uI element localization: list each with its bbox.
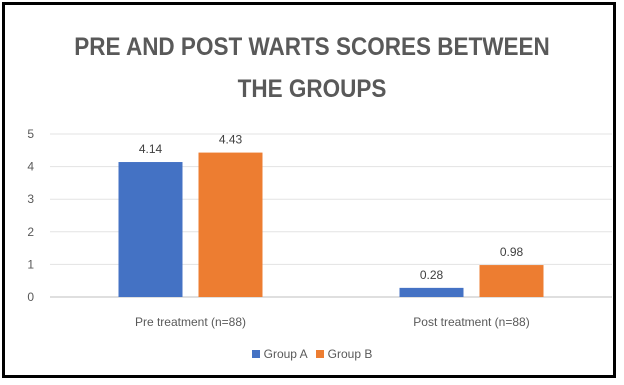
x-category-label: Pre treatment (n=88) [135,315,246,329]
y-tick-label: 3 [27,192,34,206]
y-tick-label: 1 [27,257,34,271]
legend: Group A Group B [0,347,624,361]
legend-item-group-a: Group A [251,347,308,361]
chart-title-line-2: THE GROUPS [237,75,387,103]
bar-group-a [118,162,183,297]
chart-title: PRE AND POST WARTS SCORES BETWEEN THE GR… [31,26,593,110]
data-label: 4.14 [139,142,163,156]
chart-frame [2,2,616,378]
y-tick-label: 0 [27,290,34,304]
bar-group-b [198,152,263,297]
legend-swatch-group-a [251,350,260,358]
legend-item-group-b: Group B [315,347,373,361]
y-tick-label: 5 [27,127,34,141]
data-label: 0.28 [420,268,444,282]
bar-group-b [479,265,544,297]
data-label: 4.43 [219,133,243,147]
bar-group-a [399,287,464,297]
y-tick-label: 4 [27,160,34,174]
legend-label-group-b: Group B [327,347,373,361]
data-label: 0.98 [500,245,524,259]
legend-label-group-a: Group A [263,347,308,361]
y-tick-label: 2 [27,225,34,239]
legend-swatch-group-b [315,350,324,358]
x-category-label: Post treatment (n=88) [413,315,529,329]
chart-title-line-1: PRE AND POST WARTS SCORES BETWEEN [74,33,550,61]
